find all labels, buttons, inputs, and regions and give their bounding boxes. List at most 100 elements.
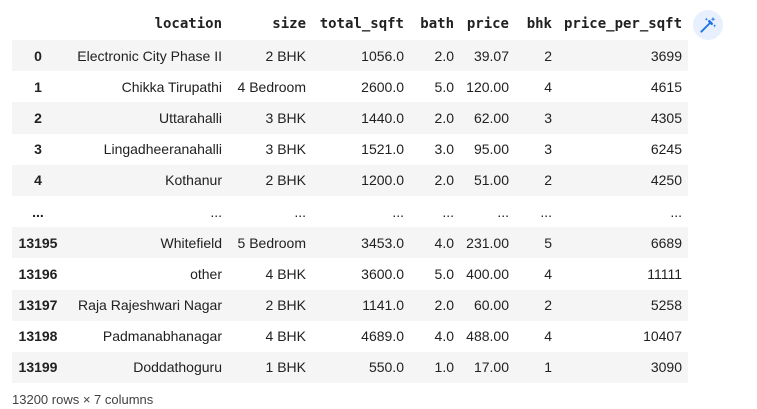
cell-price: 39.07 xyxy=(473,47,509,64)
header-row: location size total_sqft bath price bhk … xyxy=(12,8,688,40)
cell-total-sqft: 1141.0 xyxy=(362,297,404,314)
cell-total-sqft: 4689.0 xyxy=(361,328,404,345)
row-index: 0 xyxy=(34,47,42,64)
cell-bath: ... xyxy=(442,203,454,220)
row-index: 1 xyxy=(34,78,42,95)
row-index: 13199 xyxy=(18,359,58,376)
cell-bhk: 3 xyxy=(544,141,552,158)
cell-size: 4 BHK xyxy=(265,265,306,282)
table-row: 2 Uttarahalli 3 BHK 1440.0 2.0 62.00 3 4… xyxy=(12,102,689,134)
cell-bhk: 4 xyxy=(544,328,552,345)
cell-price-per-sqft: 11111 xyxy=(647,265,683,282)
cell-price-per-sqft: 5258 xyxy=(650,297,683,314)
column-header-bhk: bhk xyxy=(526,16,552,32)
cell-total-sqft: 2600.0 xyxy=(361,78,404,95)
cell-total-sqft: ... xyxy=(392,203,404,220)
cell-bhk: 5 xyxy=(544,234,552,251)
table-row: 13196 other 4 BHK 3600.0 5.0 400.00 4 11… xyxy=(12,258,689,290)
cell-bhk: 2 xyxy=(544,172,552,189)
cell-price: 60.00 xyxy=(473,297,509,314)
cell-bath: 2.0 xyxy=(434,172,454,189)
cell-size: 2 BHK xyxy=(265,47,306,64)
column-header-price: price xyxy=(466,16,509,32)
dataframe-output: location size total_sqft bath price bhk … xyxy=(12,8,689,384)
cell-price-per-sqft: 4615 xyxy=(650,78,683,95)
cell-bhk: 3 xyxy=(544,109,552,126)
table-row: 3 Lingadheeranahalli 3 BHK 1521.0 3.0 95… xyxy=(12,133,689,165)
dataframe-table: location size total_sqft bath price bhk … xyxy=(12,8,689,384)
cell-bhk: 4 xyxy=(544,265,552,282)
row-index: 13195 xyxy=(18,234,58,251)
cell-location: Whitefield xyxy=(160,234,222,251)
cell-total-sqft: 550.0 xyxy=(368,359,404,376)
cell-price: 17.00 xyxy=(473,359,509,376)
cell-total-sqft: 3453.0 xyxy=(361,234,404,251)
cell-location: other xyxy=(190,265,222,282)
cell-price: 400.00 xyxy=(466,265,509,282)
cell-price-per-sqft: 6689 xyxy=(650,234,683,251)
cell-location: Chikka Tirupathi xyxy=(121,78,222,95)
cell-price: 488.00 xyxy=(466,328,509,345)
table-row: 4 Kothanur 2 BHK 1200.0 2.0 51.00 2 4250 xyxy=(12,164,689,196)
table-row-ellipsis: ... ... ... ... ... ... ... ... xyxy=(12,195,689,228)
cell-price-per-sqft: 6245 xyxy=(650,141,683,158)
cell-price-per-sqft: 3699 xyxy=(650,47,683,64)
table-row: 0 Electronic City Phase II 2 BHK 1056.0 … xyxy=(12,40,689,72)
row-index: 13196 xyxy=(18,265,58,282)
column-header-total-sqft: total_sqft xyxy=(319,16,404,32)
cell-price-per-sqft: 4250 xyxy=(650,172,683,189)
cell-bhk: 1 xyxy=(544,359,552,376)
cell-price-per-sqft: 10407 xyxy=(643,328,683,345)
cell-size: 3 BHK xyxy=(265,141,306,158)
cell-location: Kothanur xyxy=(165,172,222,189)
dataframe-shape-text: 13200 rows × 7 columns xyxy=(12,392,154,407)
table-row: 13197 Raja Rajeshwari Nagar 2 BHK 1141.0… xyxy=(12,289,689,321)
row-index: 3 xyxy=(34,141,42,158)
cell-location: Uttarahalli xyxy=(158,109,222,126)
cell-total-sqft: 1056.0 xyxy=(361,47,404,64)
cell-size: 5 Bedroom xyxy=(237,234,306,251)
magic-wand-icon xyxy=(700,16,717,33)
cell-bath: 5.0 xyxy=(434,265,454,282)
cell-price: ... xyxy=(497,203,509,220)
cell-bath: 4.0 xyxy=(434,328,454,345)
cell-total-sqft: 1521.0 xyxy=(361,141,404,158)
cell-bath: 5.0 xyxy=(434,78,454,95)
cell-price-per-sqft: 4305 xyxy=(650,109,683,126)
table-row: 1 Chikka Tirupathi 4 Bedroom 2600.0 5.0 … xyxy=(12,71,689,103)
cell-price-per-sqft: 3090 xyxy=(650,359,683,376)
cell-location: Lingadheeranahalli xyxy=(103,141,222,158)
cell-location: Doddathoguru xyxy=(133,359,222,376)
cell-size: 4 BHK xyxy=(265,328,306,345)
cell-total-sqft: 1200.0 xyxy=(361,172,404,189)
cell-size: 3 BHK xyxy=(265,109,306,126)
index-header xyxy=(12,8,64,40)
cell-price: 231.00 xyxy=(466,234,509,251)
cell-bath: 2.0 xyxy=(434,47,454,64)
cell-bath: 1.0 xyxy=(434,359,454,376)
cell-location: Padmanabhanagar xyxy=(102,328,222,345)
cell-location: Electronic City Phase II xyxy=(77,47,222,64)
cell-price: 51.00 xyxy=(473,172,509,189)
cell-price: 95.00 xyxy=(473,141,509,158)
suggest-chart-button[interactable] xyxy=(693,10,723,40)
cell-price: 62.00 xyxy=(473,109,509,126)
cell-bhk: 2 xyxy=(544,47,552,64)
row-index: ... xyxy=(32,203,44,220)
table-row: 13199 Doddathoguru 1 BHK 550.0 1.0 17.00… xyxy=(12,351,689,384)
table-row: 13195 Whitefield 5 Bedroom 3453.0 4.0 23… xyxy=(12,227,689,259)
column-header-bath: bath xyxy=(420,16,454,32)
table-row: 13198 Padmanabhanagar 4 BHK 4689.0 4.0 4… xyxy=(12,320,689,352)
cell-location: Raja Rajeshwari Nagar xyxy=(78,297,222,314)
row-index: 2 xyxy=(34,109,42,126)
cell-total-sqft: 1440.0 xyxy=(361,109,404,126)
column-header-size: size xyxy=(272,16,306,32)
cell-size: 2 BHK xyxy=(265,172,306,189)
cell-price-per-sqft: ... xyxy=(670,203,683,220)
row-index: 13198 xyxy=(18,328,58,345)
cell-location: ... xyxy=(210,203,222,220)
cell-size: 2 BHK xyxy=(265,297,306,314)
cell-bath: 3.0 xyxy=(434,141,454,158)
cell-bhk: 4 xyxy=(544,78,552,95)
cell-price: 120.00 xyxy=(466,78,509,95)
